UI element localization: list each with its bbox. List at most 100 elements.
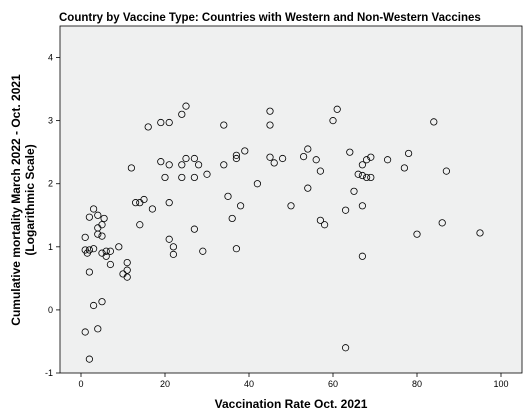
data-point [115,243,123,251]
data-point [161,173,169,182]
data-point [358,252,366,260]
plot-area [59,25,523,374]
data-point [94,211,102,219]
data-point [102,247,110,255]
y-axis-ticks: -1 0 1 2 3 4 [45,53,60,378]
data-point [178,173,186,182]
data-point [400,164,408,172]
data-point [182,102,190,110]
data-point [438,219,446,227]
data-point [367,173,375,182]
data-point [123,273,131,281]
data-point [90,245,98,253]
data-point [278,154,287,163]
data-point [232,154,240,163]
data-point [354,170,362,178]
data-point [413,230,421,238]
y-tick-label: 4 [48,53,53,63]
data-point [266,107,274,115]
data-point [358,161,366,169]
x-tick-label: 20 [160,379,170,389]
data-point [132,199,140,207]
x-tick-label: 0 [78,379,83,389]
data-point [341,344,350,352]
data-point [81,233,89,241]
data-point [190,173,198,182]
data-point [304,184,312,192]
data-point [224,192,232,200]
data-point [383,156,392,164]
x-tick-label: 80 [412,379,422,389]
data-point [316,216,324,224]
data-point [90,205,98,213]
data-point [203,170,211,178]
data-point [362,156,371,164]
y-axis-label-line1: Cumulative mortality March 2022 - Oct. 2… [9,74,23,326]
data-point [195,161,203,169]
data-point [178,110,186,118]
data-point [190,154,198,163]
data-point [237,202,245,210]
data-point [304,145,312,153]
data-points [81,102,484,363]
data-point [350,187,358,195]
data-point [81,328,89,336]
data-point [165,235,173,243]
data-point [157,118,165,127]
x-tick-label: 60 [328,379,338,389]
data-point [94,224,102,232]
data-point [100,214,108,223]
data-point [442,167,450,175]
data-point [106,260,115,269]
data-point [232,151,240,159]
data-point [232,245,240,253]
data-point [404,149,413,158]
data-point [136,221,144,229]
data-point [169,243,177,251]
data-point [140,195,148,204]
data-point [316,167,324,175]
data-point [358,202,366,210]
data-point [169,250,177,258]
y-tick-label: -1 [45,368,53,378]
data-point [430,118,438,126]
data-point [102,252,110,260]
data-point [312,156,320,164]
data-point [148,205,156,213]
data-point [199,247,207,255]
data-point [266,153,274,161]
data-point [358,171,366,180]
data-point [123,258,131,267]
data-point [98,232,106,240]
y-tick-label: 0 [48,305,53,315]
data-point [220,121,228,129]
data-point [165,199,173,207]
data-point [299,152,308,161]
data-point [190,225,198,233]
data-point [85,213,94,221]
data-point [165,161,173,169]
data-point [85,246,94,254]
data-point [90,301,98,310]
data-point [333,105,341,113]
data-point [157,158,165,166]
data-point [81,246,89,254]
data-point [270,159,278,167]
y-axis-label-line2: (Logarithmic Scale) [23,144,37,255]
data-point [165,118,173,127]
data-point [329,117,337,125]
data-point [241,147,249,155]
data-point [367,153,375,161]
data-point [476,229,484,237]
data-point [123,266,131,274]
data-point [266,121,274,129]
data-point [94,325,102,333]
data-point [178,161,186,169]
data-point [144,123,152,131]
data-point [85,268,94,276]
x-axis-label: Vaccination Rate Oct. 2021 [215,397,368,411]
x-axis-ticks: 0 20 40 60 80 100 [78,373,509,389]
data-point [98,298,106,306]
